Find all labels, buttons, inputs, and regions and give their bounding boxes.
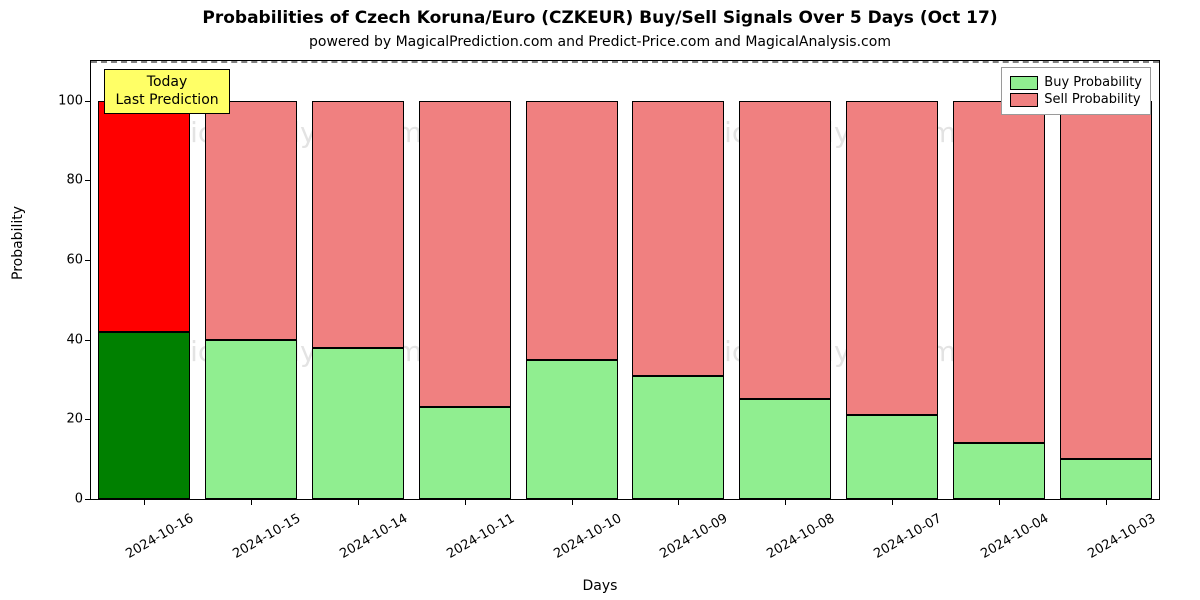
x-tick-label: 2024-10-15 xyxy=(224,499,304,562)
y-tick-mark xyxy=(85,499,91,500)
sell-bar-segment xyxy=(312,101,404,348)
today-annotation-line1: Today xyxy=(115,74,218,92)
y-tick-label: 40 xyxy=(41,332,91,347)
x-tick-mark xyxy=(678,499,679,505)
sell-bar-segment xyxy=(205,101,297,340)
buy-bar-segment xyxy=(953,443,1045,499)
buy-bar-segment xyxy=(1060,459,1152,499)
y-tick-label: 60 xyxy=(41,253,91,268)
y-tick-mark xyxy=(85,260,91,261)
x-tick-mark xyxy=(358,499,359,505)
y-tick-mark xyxy=(85,419,91,420)
buy-bar-segment xyxy=(419,407,511,499)
legend: Buy Probability Sell Probability xyxy=(1001,67,1151,115)
x-tick-mark xyxy=(572,499,573,505)
sell-bar-segment xyxy=(953,101,1045,443)
bar-group xyxy=(419,61,511,499)
today-annotation: TodayLast Prediction xyxy=(104,69,229,114)
y-tick-mark xyxy=(85,180,91,181)
y-tick-label: 80 xyxy=(41,173,91,188)
bar-group xyxy=(526,61,618,499)
sell-bar-segment xyxy=(98,101,190,332)
buy-bar-segment xyxy=(526,360,618,499)
x-tick-label: 2024-10-14 xyxy=(330,499,410,562)
chart-figure: Probabilities of Czech Koruna/Euro (CZKE… xyxy=(0,0,1200,600)
reference-line xyxy=(91,61,1159,63)
legend-swatch xyxy=(1010,76,1038,90)
x-tick-mark xyxy=(144,499,145,505)
bar-group xyxy=(1060,61,1152,499)
sell-bar-segment xyxy=(419,101,511,408)
y-tick-label: 100 xyxy=(41,93,91,108)
x-tick-mark xyxy=(465,499,466,505)
bar-group xyxy=(739,61,831,499)
x-tick-label: 2024-10-08 xyxy=(758,499,838,562)
sell-bar-segment xyxy=(526,101,618,360)
x-tick-label: 2024-10-11 xyxy=(437,499,517,562)
bar-group xyxy=(98,61,190,499)
sell-bar-segment xyxy=(846,101,938,416)
x-tick-label: 2024-10-07 xyxy=(864,499,944,562)
chart-title: Probabilities of Czech Koruna/Euro (CZKE… xyxy=(0,8,1200,28)
x-tick-label: 2024-10-16 xyxy=(117,499,197,562)
buy-bar-segment xyxy=(846,415,938,499)
legend-label: Buy Probability xyxy=(1044,75,1142,90)
x-tick-label: 2024-10-04 xyxy=(971,499,1051,562)
x-tick-mark xyxy=(1106,499,1107,505)
y-tick-mark xyxy=(85,340,91,341)
buy-bar-segment xyxy=(739,399,831,499)
y-tick-label: 20 xyxy=(41,412,91,427)
sell-bar-segment xyxy=(739,101,831,400)
bar-group xyxy=(953,61,1045,499)
legend-label: Sell Probability xyxy=(1044,92,1140,107)
sell-bar-segment xyxy=(1060,101,1152,459)
x-axis-label: Days xyxy=(0,578,1200,594)
plot-area: MagicalAnalysis.comMagicalAnalysis.comMa… xyxy=(90,60,1160,500)
bar-group xyxy=(312,61,404,499)
legend-item: Buy Probability xyxy=(1010,74,1142,91)
bar-group xyxy=(632,61,724,499)
bar-group xyxy=(205,61,297,499)
x-tick-label: 2024-10-03 xyxy=(1078,499,1158,562)
buy-bar-segment xyxy=(632,376,724,499)
buy-bar-segment xyxy=(312,348,404,499)
sell-bar-segment xyxy=(632,101,724,376)
x-tick-mark xyxy=(251,499,252,505)
x-tick-label: 2024-10-10 xyxy=(544,499,624,562)
buy-bar-segment xyxy=(98,332,190,499)
today-annotation-line2: Last Prediction xyxy=(115,92,218,110)
y-tick-mark xyxy=(85,101,91,102)
x-tick-mark xyxy=(999,499,1000,505)
x-tick-mark xyxy=(892,499,893,505)
chart-subtitle: powered by MagicalPrediction.com and Pre… xyxy=(0,34,1200,50)
y-axis-label: Probability xyxy=(10,206,26,280)
buy-bar-segment xyxy=(205,340,297,499)
legend-swatch xyxy=(1010,93,1038,107)
y-tick-label: 0 xyxy=(41,492,91,507)
bar-group xyxy=(846,61,938,499)
x-tick-mark xyxy=(785,499,786,505)
x-tick-label: 2024-10-09 xyxy=(651,499,731,562)
legend-item: Sell Probability xyxy=(1010,91,1142,108)
